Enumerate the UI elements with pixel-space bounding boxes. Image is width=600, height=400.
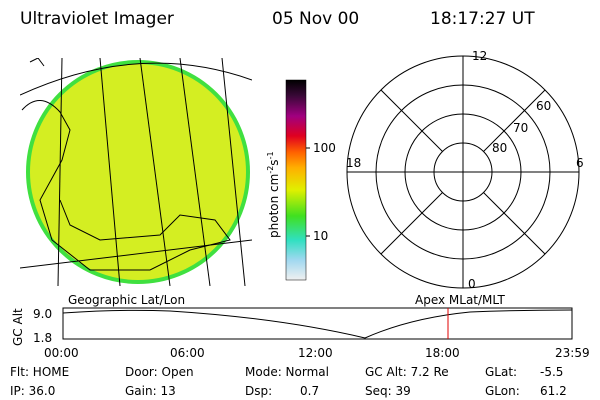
timeline-x: 18:00 xyxy=(425,346,460,360)
status: GLat: xyxy=(485,365,517,379)
date: 05 Nov 00 xyxy=(272,9,359,29)
mlt-label: 12 xyxy=(472,49,487,63)
colorbar xyxy=(285,79,307,281)
status: -5.5 xyxy=(540,365,563,379)
colorbar-label: photon cm-2s-1 xyxy=(266,151,281,238)
colorbar-tick: 10 xyxy=(313,229,328,243)
status: 61.2 xyxy=(540,384,567,398)
caption: Geographic Lat/Lon xyxy=(68,293,185,307)
status: Flt: HOME xyxy=(10,365,69,379)
status: Gain: 13 xyxy=(125,384,176,398)
lat-label: 60 xyxy=(536,99,551,113)
timeline-box xyxy=(62,307,573,340)
status: 0.7 xyxy=(300,384,319,398)
mlt-label: 18 xyxy=(346,156,361,170)
lat-label: 80 xyxy=(492,141,507,155)
status: Seq: 39 xyxy=(365,384,411,398)
timeline-x: 12:00 xyxy=(298,346,333,360)
lat-label: 70 xyxy=(513,121,528,135)
timeline-y: 1.8 xyxy=(33,331,52,345)
timeline-y: 9.0 xyxy=(33,307,52,321)
instrument: Ultraviolet Imager xyxy=(20,9,174,29)
timeline-x: 06:00 xyxy=(170,346,205,360)
time: 18:17:27 UT xyxy=(430,9,535,29)
mlt-label: 0 xyxy=(468,277,476,291)
timeline-x: 23:59 xyxy=(555,346,590,360)
altitude-curve xyxy=(62,309,573,339)
caption: Apex MLat/MLT xyxy=(415,293,505,307)
status: Door: Open xyxy=(125,365,194,379)
colorbar-tick: 100 xyxy=(313,141,336,155)
mlt-label: 6 xyxy=(576,156,584,170)
globe-image xyxy=(20,58,252,286)
status: Dsp: xyxy=(245,384,272,398)
status: IP: 36.0 xyxy=(10,384,55,398)
timeline-axis-label: GC Alt xyxy=(11,308,25,346)
status: GC Alt: 7.2 Re xyxy=(365,365,449,379)
status: Mode: Normal xyxy=(245,365,329,379)
status: GLon: xyxy=(485,384,520,398)
polar-grid xyxy=(346,55,580,289)
timeline-x: 00:00 xyxy=(44,346,79,360)
